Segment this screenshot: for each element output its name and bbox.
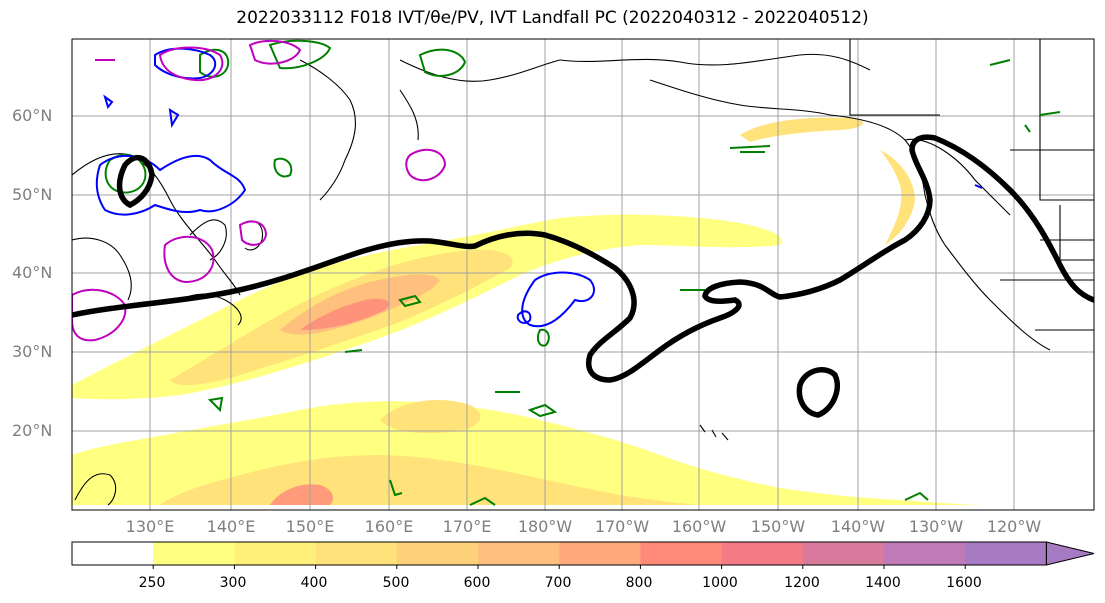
colorbar-segment bbox=[315, 542, 398, 565]
pv-magenta-contours bbox=[72, 39, 447, 342]
colorbar-segment bbox=[153, 542, 235, 565]
colorbar-segment bbox=[640, 542, 723, 565]
lon-label-150e: 150°E bbox=[285, 517, 335, 536]
lat-label-40n: 40°N bbox=[12, 263, 53, 282]
lon-label-150w: 150°W bbox=[750, 517, 806, 536]
graticule bbox=[72, 39, 1094, 510]
lon-label-140w: 140°W bbox=[830, 517, 886, 536]
colorbar-segment bbox=[559, 542, 641, 565]
colorbar bbox=[71, 541, 1095, 569]
pv-blue-contours bbox=[95, 47, 983, 328]
colorbar-segment bbox=[965, 542, 1047, 565]
colorbar-label-800: 800 bbox=[625, 575, 653, 591]
lat-label-20n: 20°N bbox=[12, 421, 53, 440]
lon-label-160w: 160°W bbox=[671, 517, 727, 536]
lat-label-50n: 50°N bbox=[12, 185, 53, 204]
lon-label-130e: 130°E bbox=[125, 517, 175, 536]
theta-e-contours bbox=[104, 39, 1061, 506]
colorbar-segment bbox=[478, 542, 560, 565]
ivt-shading bbox=[72, 117, 990, 505]
pc-contour bbox=[72, 134, 1094, 418]
colorbar-label-600: 600 bbox=[463, 575, 491, 591]
colorbar-segment bbox=[802, 542, 885, 565]
lon-label-180w: 180°W bbox=[517, 517, 573, 536]
map-frame bbox=[71, 38, 1095, 511]
colorbar-label-250: 250 bbox=[138, 575, 166, 591]
colorbar-label-1400: 1400 bbox=[865, 575, 901, 591]
colorbar-extend-arrow bbox=[1045, 541, 1095, 566]
colorbar-label-500: 500 bbox=[382, 575, 410, 591]
colorbar-segment bbox=[884, 542, 966, 565]
colorbar-segment bbox=[721, 542, 804, 565]
colorbar-label-700: 700 bbox=[544, 575, 572, 591]
lon-label-140e: 140°E bbox=[206, 517, 256, 536]
lat-label-30n: 30°N bbox=[12, 342, 53, 361]
figure-title: 2022033112 F018 IVT/θe/PV, IVT Landfall … bbox=[236, 8, 869, 28]
colorbar-segment bbox=[396, 542, 479, 565]
lon-label-160e: 160°E bbox=[364, 517, 414, 536]
colorbar-label-300: 300 bbox=[219, 575, 247, 591]
colorbar-label-400: 400 bbox=[300, 575, 328, 591]
colorbar-label-1200: 1200 bbox=[784, 575, 820, 591]
lon-label-170w: 170°W bbox=[594, 517, 650, 536]
colorbar-segment bbox=[72, 542, 154, 565]
lon-label-120w: 120°W bbox=[986, 517, 1042, 536]
colorbar-label-1000: 1000 bbox=[702, 575, 738, 591]
lat-label-60n: 60°N bbox=[12, 106, 53, 125]
colorbar-label-1600: 1600 bbox=[946, 575, 982, 591]
lon-label-170e: 170°E bbox=[442, 517, 492, 536]
lon-label-130w: 130°W bbox=[908, 517, 964, 536]
colorbar-segment bbox=[234, 542, 317, 565]
